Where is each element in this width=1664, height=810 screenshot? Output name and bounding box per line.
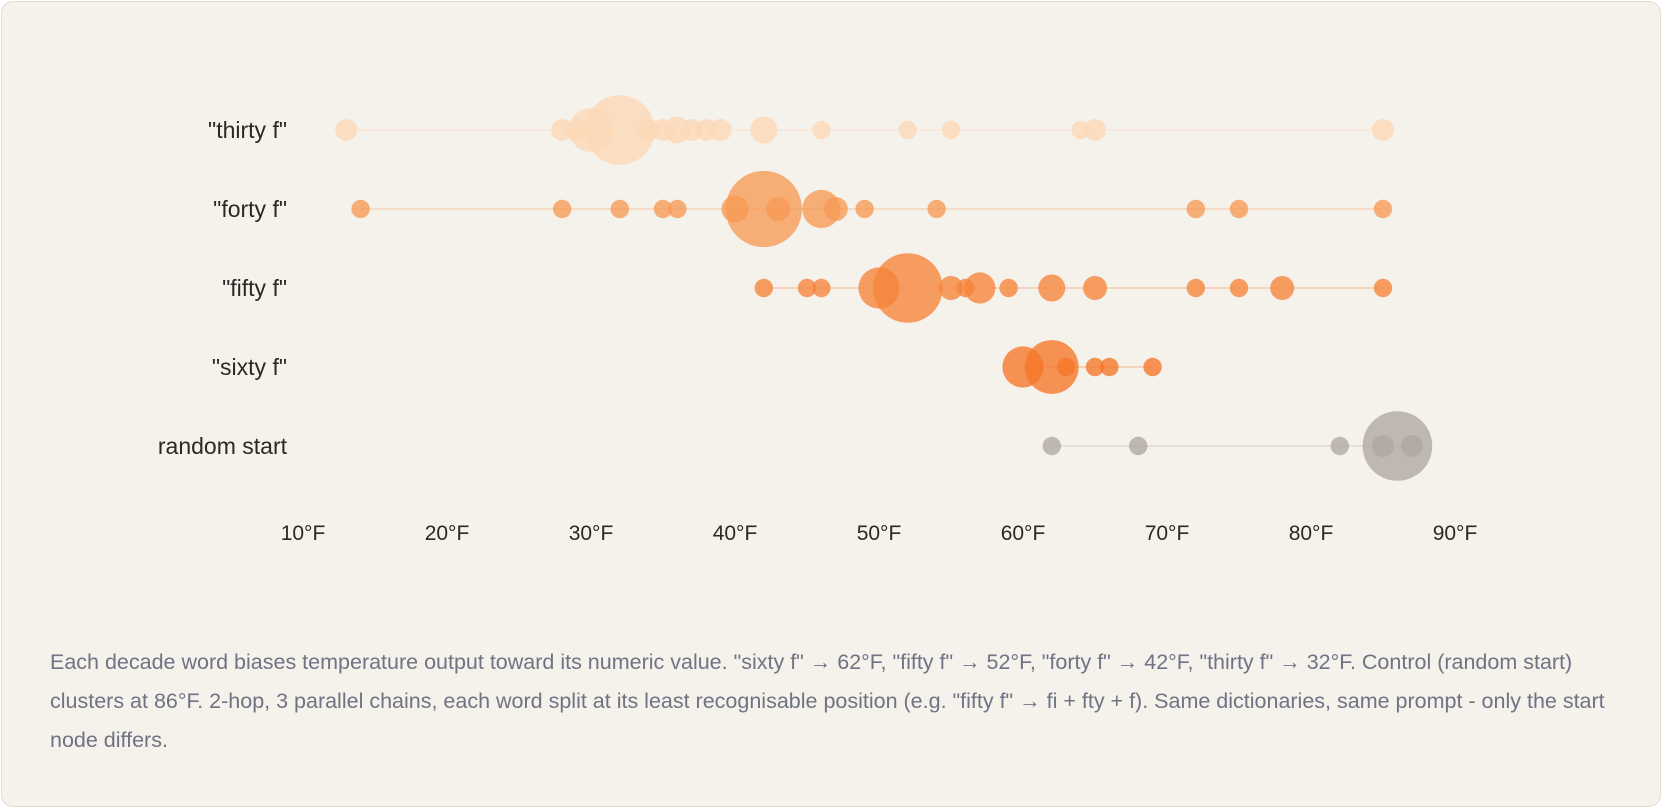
data-point	[1057, 358, 1075, 376]
data-point	[668, 200, 686, 218]
x-tick-label: 30°F	[569, 522, 614, 545]
x-tick-label: 50°F	[857, 522, 902, 545]
x-tick-label: 40°F	[713, 522, 758, 545]
data-point	[964, 272, 995, 303]
row-label: "fifty f"	[222, 275, 287, 301]
series-3: "sixty f"	[212, 340, 1162, 394]
data-point	[335, 119, 357, 141]
data-point	[755, 279, 773, 297]
data-point	[812, 279, 830, 297]
data-point	[824, 197, 848, 221]
x-tick-label: 70°F	[1145, 522, 1190, 545]
data-point	[1331, 437, 1349, 455]
data-point	[873, 253, 943, 323]
series-4: random start	[158, 411, 1432, 481]
data-point	[1374, 279, 1392, 297]
x-tick-label: 60°F	[1001, 522, 1046, 545]
series-1: "forty f"	[213, 171, 1392, 247]
series-2: "fifty f"	[222, 253, 1392, 323]
data-point	[1230, 279, 1248, 297]
data-point	[1230, 200, 1248, 218]
data-point	[351, 200, 369, 218]
x-tick-label: 10°F	[281, 522, 326, 545]
x-tick-label: 90°F	[1433, 522, 1478, 545]
row-label: "sixty f"	[212, 354, 287, 380]
data-point	[1401, 435, 1423, 457]
data-point	[899, 121, 917, 139]
row-label: "thirty f"	[208, 117, 287, 143]
data-point	[1083, 276, 1107, 300]
data-point	[553, 200, 571, 218]
data-point	[812, 121, 830, 139]
row-label: random start	[158, 433, 288, 459]
data-point	[1374, 200, 1392, 218]
data-point	[710, 119, 732, 141]
data-point	[1129, 437, 1147, 455]
chart-caption: Each decade word biases temperature outp…	[50, 643, 1620, 760]
data-point	[726, 171, 802, 247]
chart-card: "thirty f" "forty f" "fifty f" "sixty f" ran…	[1, 1, 1661, 807]
data-point	[1084, 119, 1106, 141]
data-point	[1038, 275, 1065, 302]
row-label: "forty f"	[213, 196, 287, 222]
data-point	[1187, 200, 1205, 218]
data-point	[1043, 437, 1061, 455]
data-point	[1270, 276, 1294, 300]
dot-plot-chart: "thirty f" "forty f" "fifty f" "sixty f" ran…	[2, 2, 1662, 602]
data-point	[942, 121, 960, 139]
data-point	[1143, 358, 1161, 376]
data-point	[1372, 119, 1394, 141]
data-point	[750, 117, 777, 144]
data-point	[1100, 358, 1118, 376]
data-point	[766, 197, 790, 221]
data-point	[999, 279, 1017, 297]
x-tick-label: 80°F	[1289, 522, 1334, 545]
data-point	[855, 200, 873, 218]
data-point	[1187, 279, 1205, 297]
x-tick-label: 20°F	[425, 522, 470, 545]
data-point	[927, 200, 945, 218]
series-0: "thirty f"	[208, 95, 1394, 165]
data-point	[611, 200, 629, 218]
